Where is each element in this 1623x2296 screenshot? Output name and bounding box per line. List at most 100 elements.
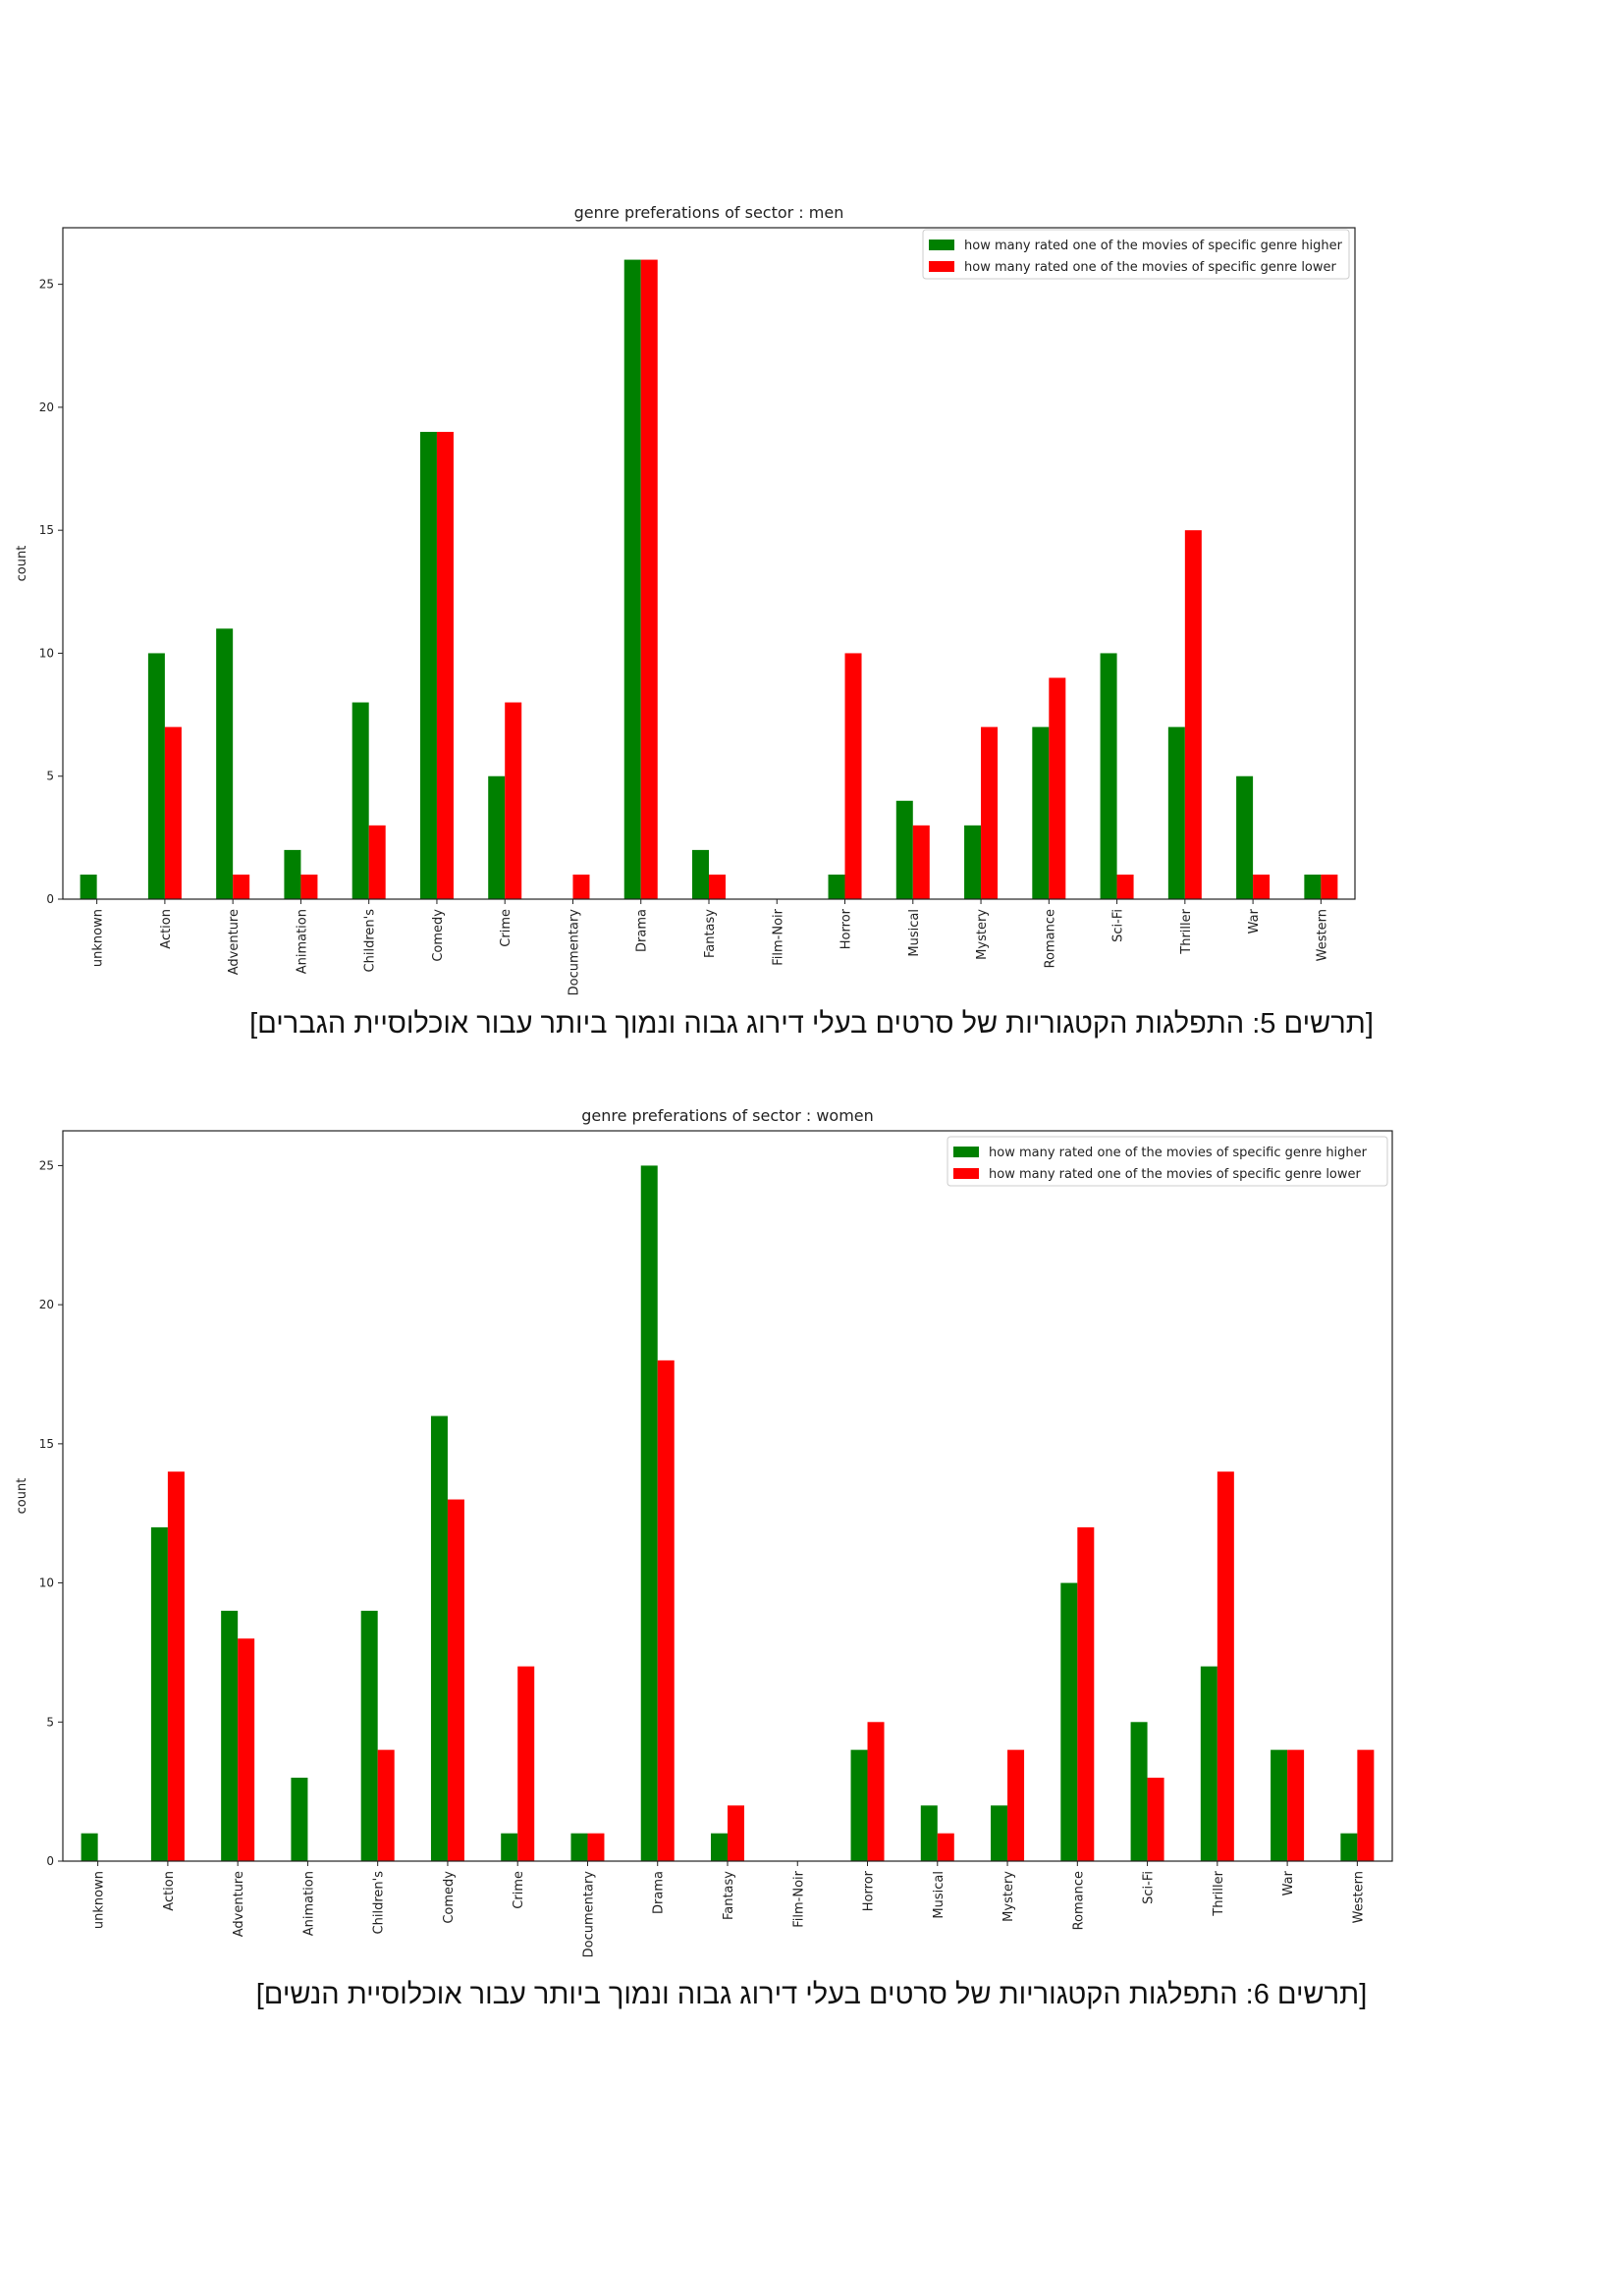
y-tick-label: 15 [39,1437,54,1451]
y-tick-label: 10 [39,1576,54,1590]
caption-chart-women: [תרשים 6: התפלגות הקטגוריות של סרטים בעל… [255,1979,1368,2010]
x-tick-label: Horror [839,908,854,949]
bar-higher [1236,775,1254,899]
x-tick-label: Thriller [1179,908,1194,954]
bar-higher [711,1833,728,1861]
legend-entry: how many rated one of the movies of spec… [964,260,1337,275]
bar-lower [1147,1777,1164,1861]
legend-swatch [929,261,954,272]
bar-higher [692,849,709,899]
x-tick-label: Western [1351,1871,1366,1923]
bar-higher [1100,653,1117,899]
bar-higher [991,1805,1008,1861]
y-axis-label: count [15,546,29,582]
bar-higher [920,1805,938,1861]
bar-lower [709,874,726,899]
bar-lower [1116,874,1134,899]
x-tick-label: Crime [499,909,514,947]
bar-higher [147,653,165,899]
chart-men: genre preferations of sector : men count 0… [15,203,1356,996]
bar-lower [1049,677,1066,899]
bar-higher [623,259,641,900]
bar-lower [447,1499,464,1861]
bar-higher [360,1610,378,1861]
bar-lower [844,653,862,899]
bar-higher [570,1833,588,1861]
y-axis-label: count [15,1478,29,1515]
x-tick-label: Romance [1071,1871,1086,1930]
x-tick-label: Crime [512,1871,526,1909]
chart-women: genre preferations of sector : women coun… [15,1106,1393,1958]
y-tick-label: 0 [46,892,54,906]
bar-higher [430,1415,448,1861]
bar-higher [1167,726,1185,899]
plot-frame [62,227,1356,900]
bar-lower [981,726,999,899]
x-tick-label: Musical [907,909,922,957]
bar-lower [164,726,182,899]
x-tick-label: Sci-Fi [1142,1871,1157,1904]
bar-lower [505,702,522,899]
bar-higher [1060,1582,1078,1861]
bar-lower [1357,1749,1375,1861]
x-tick-label: Adventure [232,1871,246,1937]
bar-lower [436,431,454,899]
caption-chart-men: [תרשים 5: התפלגות הקטגוריות של סרטים בעל… [249,1008,1374,1040]
y-tick-label: 0 [46,1854,54,1868]
bar-lower [937,1833,954,1861]
x-tick-label: Documentary [567,909,581,996]
x-tick-label: Horror [862,1870,877,1911]
legend-entry: how many rated one of the movies of spec… [989,1146,1368,1160]
x-tick-label: Action [162,1871,177,1911]
x-tick-label: Fantasy [722,1871,736,1920]
bar-higher [284,849,301,899]
chart-title: genre preferations of sector : men [574,203,844,222]
bar-higher [1304,874,1322,899]
x-tick-label: unknown [92,1871,107,1929]
y-tick-label: 25 [39,278,54,292]
bar-lower [1007,1749,1025,1861]
bar-higher [501,1833,518,1861]
bar-higher [964,825,982,899]
x-tick-label: Film-Noir [791,1870,806,1927]
bar-lower [867,1722,885,1861]
x-tick-label: Drama [635,909,650,952]
x-tick-label: Animation [295,909,309,974]
y-tick-label: 20 [39,1298,54,1311]
x-tick-label: unknown [91,909,106,967]
bar-lower [517,1666,535,1861]
bar-lower [300,874,318,899]
x-tick-label: Comedy [431,909,446,962]
x-tick-label: Documentary [581,1871,596,1958]
bar-lower [368,825,386,899]
x-tick-label: Animation [301,1871,316,1936]
bar-lower [1077,1526,1095,1861]
plot-frame [62,1130,1393,1862]
y-tick-label: 15 [39,523,54,537]
bar-higher [1271,1749,1288,1861]
bar-lower [167,1471,185,1861]
y-tick-label: 20 [39,400,54,414]
bar-higher [1032,726,1050,899]
y-tick-label: 10 [39,646,54,660]
chart-title: genre preferations of sector : women [581,1106,874,1125]
bar-lower [912,825,930,899]
x-tick-label: Comedy [442,1871,457,1924]
bar-higher [895,800,913,899]
x-tick-label: Adventure [227,909,242,975]
bar-lower [238,1638,255,1861]
y-tick-label: 25 [39,1158,54,1172]
bar-lower [640,259,658,900]
bar-higher [828,874,845,899]
x-tick-label: Western [1315,909,1329,961]
x-tick-label: Action [159,909,174,949]
bar-lower [1184,530,1202,899]
x-tick-label: Film-Noir [771,908,785,965]
x-tick-label: Mystery [975,909,990,960]
bar-higher [221,1610,239,1861]
legend-swatch [929,240,954,250]
bar-lower [377,1749,395,1861]
x-tick-label: Sci-Fi [1111,909,1126,942]
bar-higher [352,702,369,899]
legend-swatch [953,1147,979,1157]
